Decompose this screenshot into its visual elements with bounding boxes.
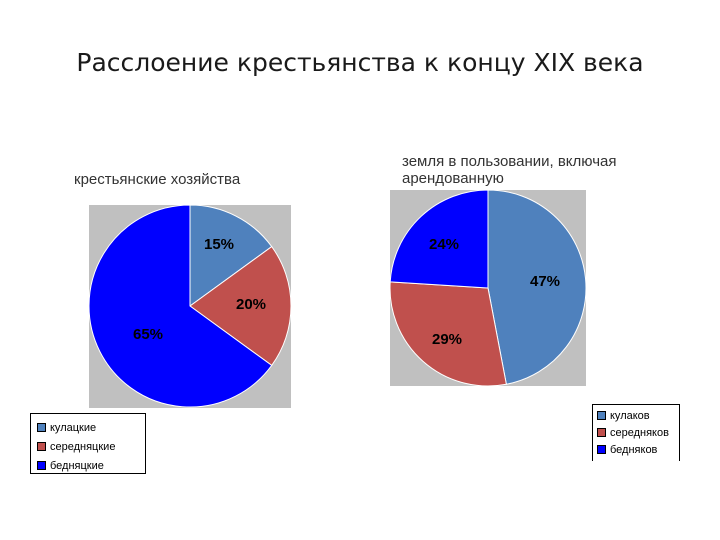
legend-swatch (37, 461, 46, 470)
pie-data-label: 15% (204, 236, 234, 253)
pie-slice-2 (389, 281, 507, 387)
legend-item-serednyak: середняцкие (37, 437, 139, 456)
chart2-title: земля в пользовании, включая арендованну… (402, 153, 617, 187)
pie-slice-3 (389, 189, 489, 289)
legend-label: кулацкие (50, 421, 97, 434)
legend-label: середняцкие (50, 440, 116, 453)
pie-slice-3 (88, 204, 273, 408)
pie-slice-1 (189, 204, 273, 307)
pie-data-label: 47% (530, 273, 560, 290)
chart1-title: крестьянские хозяйства (74, 171, 241, 188)
legend-item-bednyak: бедняцкие (37, 456, 139, 475)
legend-item-kulak: кулаков (597, 407, 675, 424)
pie-slice-2 (189, 245, 292, 367)
legend-item-kulak: кулацкие (37, 418, 139, 437)
pie-data-label: 29% (432, 331, 462, 348)
legend-swatch (37, 442, 46, 451)
pie-data-label: 24% (429, 236, 459, 253)
slide-title: Расслоение крестьянства к концу XIX века (76, 48, 644, 77)
legend-item-bednyak: бедняков (597, 441, 675, 458)
legend-swatch (37, 423, 46, 432)
pie-data-label: 20% (236, 296, 266, 313)
legend-label: бедняцкие (50, 459, 104, 472)
legend-label: кулаков (610, 409, 650, 422)
legend-label: бедняков (610, 443, 658, 456)
legend-swatch (597, 445, 606, 454)
chart2-legend: кулаков середняков бедняков (592, 404, 680, 461)
legend-label: середняков (610, 426, 669, 439)
legend-swatch (597, 411, 606, 420)
legend-swatch (597, 428, 606, 437)
chart1-legend: кулацкие середняцкие бедняцкие (30, 413, 146, 474)
pie-data-label: 65% (133, 326, 163, 343)
pie-slice-1 (487, 189, 587, 385)
legend-item-serednyak: середняков (597, 424, 675, 441)
